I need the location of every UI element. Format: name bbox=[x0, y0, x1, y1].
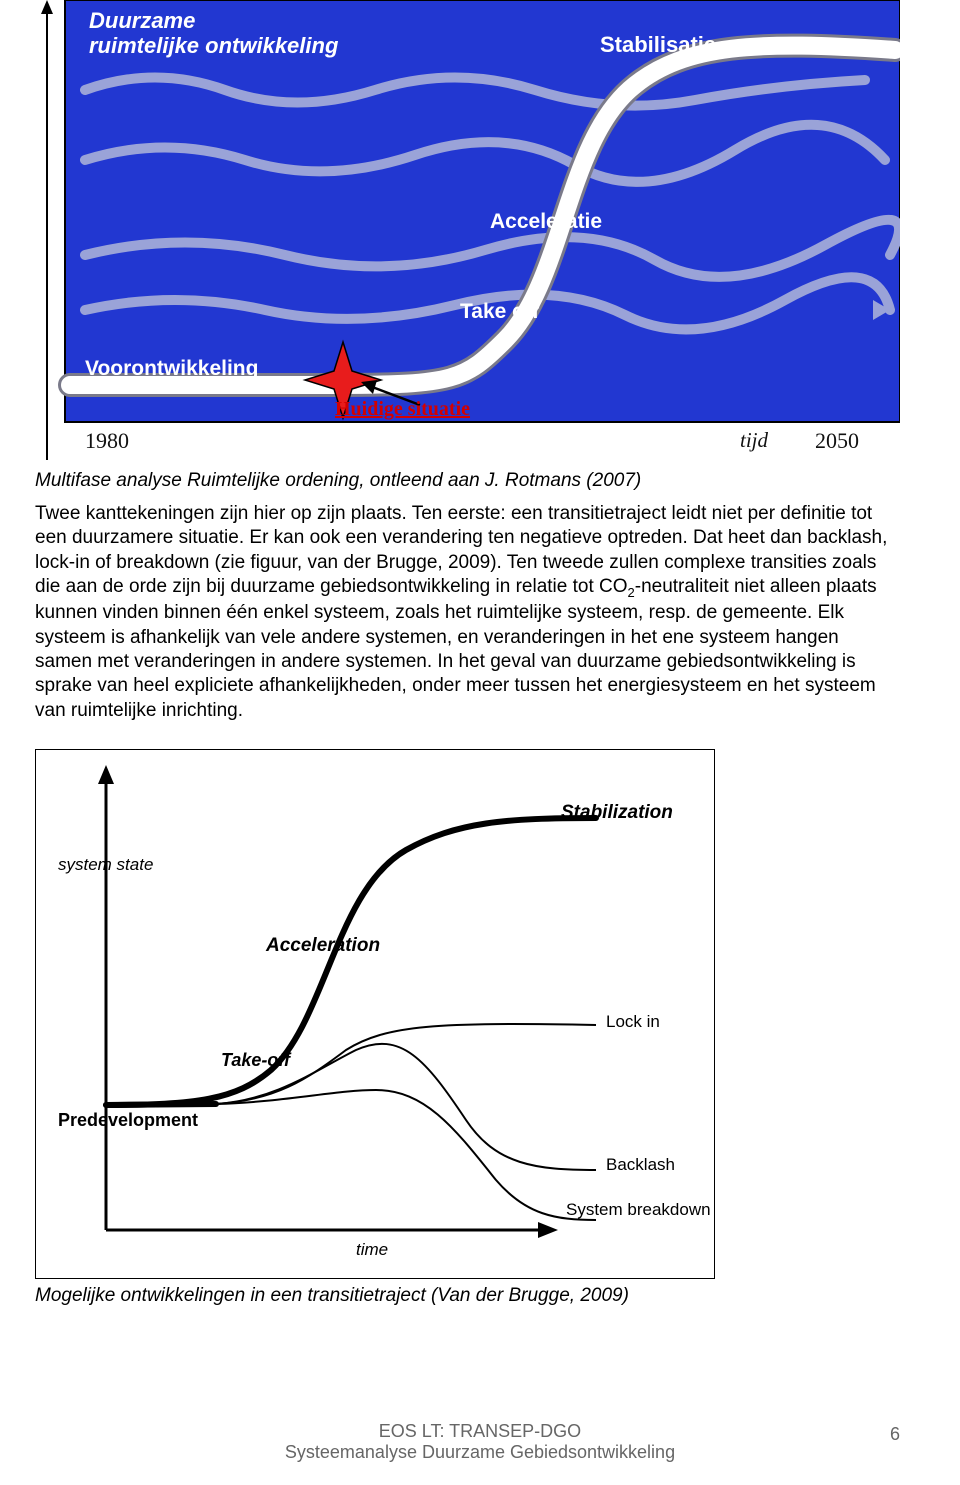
body-paragraph: Twee kanttekeningen zijn hier op zijn pl… bbox=[35, 502, 900, 723]
fig2-stabilization: Stabilization bbox=[561, 802, 673, 824]
fig2-breakdown: System breakdown bbox=[566, 1200, 711, 1220]
fig2-xlabel: time bbox=[356, 1240, 388, 1260]
fig1-label-takeoff: Take off bbox=[460, 300, 539, 324]
fig1-label-voorontwikkeling: Voorontwikkeling bbox=[85, 357, 258, 381]
fig1-xaxis-label: tijd bbox=[740, 428, 768, 453]
fig1-x-start: 1980 bbox=[85, 428, 129, 454]
figure-transitietraject: system state time Predevelopment Take-of… bbox=[35, 749, 715, 1279]
fig1-yaxis-title-1: Duurzame bbox=[89, 8, 195, 34]
page-number: 6 bbox=[890, 1424, 900, 1445]
fig1-x-end: 2050 bbox=[815, 428, 859, 454]
figure-multifase: Duurzame ruimtelijke ontwikkeling Stabil… bbox=[35, 0, 900, 460]
footer-line1: EOS LT: TRANSEP-DGO bbox=[0, 1421, 960, 1442]
fig2-acceleration: Acceleration bbox=[266, 935, 380, 957]
figure1-caption: Multifase analyse Ruimtelijke ordening, … bbox=[35, 470, 900, 492]
fig2-backlash: Backlash bbox=[606, 1155, 675, 1175]
fig1-yaxis-title-2: ruimtelijke ontwikkeling bbox=[89, 33, 338, 59]
fig2-predevelopment: Predevelopment bbox=[58, 1110, 198, 1131]
fig2-takeoff: Take-off bbox=[221, 1050, 290, 1071]
fig1-label-stabilisatie: Stabilisatie bbox=[600, 32, 716, 58]
footer: EOS LT: TRANSEP-DGO Systeemanalyse Duurz… bbox=[0, 1421, 960, 1463]
fig1-label-acceleratie: Acceleratie bbox=[490, 210, 602, 234]
para-sub: 2 bbox=[628, 585, 635, 600]
fig2-lockin: Lock in bbox=[606, 1012, 660, 1032]
footer-line2: Systeemanalyse Duurzame Gebiedsontwikkel… bbox=[0, 1442, 960, 1463]
fig1-label-huidige: Huidige situatie bbox=[335, 398, 470, 421]
fig2-ylabel: system state bbox=[58, 855, 153, 875]
para-part-b: -neutraliteit niet alleen plaats kunnen … bbox=[35, 576, 877, 721]
figure2-caption: Mogelijke ontwikkelingen in een transiti… bbox=[35, 1285, 900, 1307]
